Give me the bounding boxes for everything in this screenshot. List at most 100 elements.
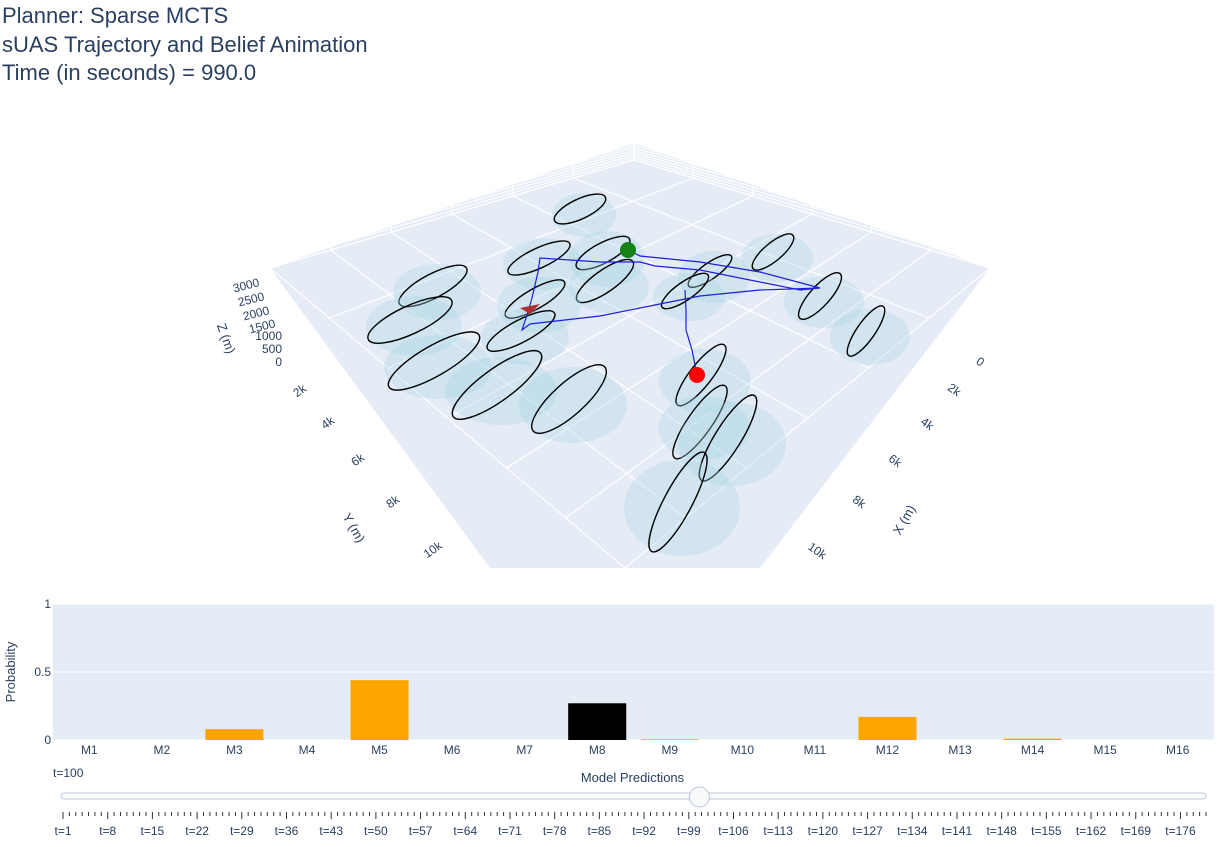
slider-tick-label[interactable]: t=78 [543,824,567,838]
slider-track[interactable] [60,792,1207,800]
trajectory-3d-scene[interactable]: 0 500 1000 1500 2000 2500 3000 Z (m) 2k … [0,0,1217,580]
belief-region-shadow [366,296,462,356]
bar-x-tick-label: M13 [948,743,972,757]
bar-x-tick-label: M1 [81,743,98,757]
bar-M9 [640,739,699,740]
y-tick: 6k [348,450,367,469]
z-axis-title: Z (m) [214,321,239,355]
trajectory-path [520,249,821,376]
belief-region-outline [387,331,481,391]
bar-M3 [205,729,264,740]
belief-region-shadow [830,309,910,365]
belief-region-shadow [678,402,786,486]
bar-x-tick-label: M8 [589,743,606,757]
belief-region-outline [675,343,727,407]
belief-region-outline [531,364,607,434]
slider-tick-label[interactable]: t=15 [141,824,165,838]
belief-region-outline [648,451,708,553]
slider-tick-label[interactable]: t=113 [763,824,793,838]
belief-region-shadow [519,367,627,443]
slider-tick-label[interactable]: t=169 [1121,824,1152,838]
belief-region-shadow [624,460,740,556]
belief-region-shadow [503,238,583,290]
bar-x-tick-label: M11 [804,743,827,757]
bar-y-axis-title: Probability [3,641,18,702]
figure-title: Planner: Sparse MCTS sUAS Trajectory and… [2,2,368,88]
slider-tick-label[interactable]: t=22 [185,824,209,838]
current-position-marker [689,367,705,383]
model-prediction-bar-chart: 00.51 M1 M2 M3 M4 M5 M6 M7 M8 M9 M10 M11 M12 M13 M14 M… [3,597,1214,757]
belief-region-outline [504,279,566,319]
slider-tick-label[interactable]: t=134 [897,824,928,838]
bar-y-tick-label: 0.5 [34,665,51,679]
belief-region-shadow [741,234,813,282]
bar-x-tick-label: M6 [444,743,461,757]
slider-tick-label[interactable]: t=1 [54,824,71,838]
slider-tick-label[interactable]: t=148 [986,824,1017,838]
slider-tick-label[interactable]: t=50 [364,824,388,838]
belief-region-outline [507,240,571,276]
z-axis: 0 500 1000 1500 2000 2500 3000 Z (m) [214,275,282,369]
slider-tick-label[interactable]: t=92 [632,824,656,838]
bar-M14 [1003,738,1062,740]
title-time: Time (in seconds) = 990.0 [2,60,257,85]
z-tick: 0 [275,355,282,369]
slider-tick-label[interactable]: t=71 [498,824,522,838]
belief-region-outline [486,309,556,353]
bar-M12 [858,716,917,740]
slider-tick-label[interactable]: t=43 [319,824,343,838]
slider-tick-label[interactable]: t=57 [409,824,433,838]
aircraft-arrow-marker [520,304,540,314]
belief-region-shadow [678,251,750,303]
bar-x-tick-label: M9 [661,743,678,757]
belief-region-shadow [384,335,492,399]
bar-x-tick-label: M16 [1166,743,1190,757]
slider-tick-label[interactable]: t=176 [1165,824,1196,838]
slider-tick-label[interactable]: t=106 [718,824,749,838]
z-tick: 2500 [236,289,266,309]
slider-tick-label[interactable]: t=162 [1076,824,1107,838]
y-tick: 4k [318,413,337,432]
z-tick: 500 [262,342,282,356]
bar-x-ticks: M1 M2 M3 M4 M5 M6 M7 M8 M9 M10 M11 M12 M13 M14 M15 M16 [81,743,1190,757]
slider-current-value: t=100 [53,766,84,780]
x-tick: 0 [974,354,988,369]
belief-region-outline [698,394,758,482]
start-position-marker [620,242,636,258]
slider-tick-label[interactable]: t=99 [677,824,701,838]
belief-region-outline [672,384,728,460]
time-slider[interactable]: t=1 t=8 t=15 t=22 t=29 t=36 t=43 t=50 t=57 t=64 t=… [0,760,1217,847]
slider-tick-label[interactable]: t=141 [942,824,973,838]
slider-tick-label[interactable]: t=64 [453,824,477,838]
x-tick: 6k [886,451,905,470]
bar-x-tick-label: M14 [1021,743,1045,757]
bar-y-tick-label: 0 [44,733,51,747]
slider-tick-label[interactable]: t=36 [275,824,299,838]
slider-tick-label[interactable]: t=155 [1031,824,1062,838]
x-tick: 10k [805,539,830,562]
belief-region-shadow [445,357,557,425]
bar-x-tick-label: M12 [876,743,900,757]
slider-title: Model Predictions [580,770,685,785]
belief-region-shadow [658,396,750,460]
slider-tick-label[interactable]: t=120 [808,824,839,838]
slider-tick-label[interactable]: t=8 [99,824,116,838]
scene-floor-plane [270,160,990,568]
belief-region-shadow [653,273,725,321]
bar-x-tick-label: M10 [731,743,755,757]
slider-handle[interactable] [688,786,710,808]
x-tick: 2k [945,380,964,399]
bar-x-tick-label: M5 [371,743,388,757]
belief-region-shadow [659,349,751,413]
bar-M5 [350,680,409,740]
belief-region-outline [553,193,607,225]
slider-tick-label[interactable]: t=85 [588,824,612,838]
belief-regions [366,193,910,556]
slider-tick-label[interactable]: t=127 [852,824,883,838]
slider-tick-label[interactable]: t=29 [230,824,254,838]
z-tick: 1500 [247,316,277,336]
y-axis-title: Y (m) [340,510,369,545]
bar-series [205,680,1062,740]
belief-region-outline [687,254,733,288]
y-tick: 8k [383,492,402,511]
